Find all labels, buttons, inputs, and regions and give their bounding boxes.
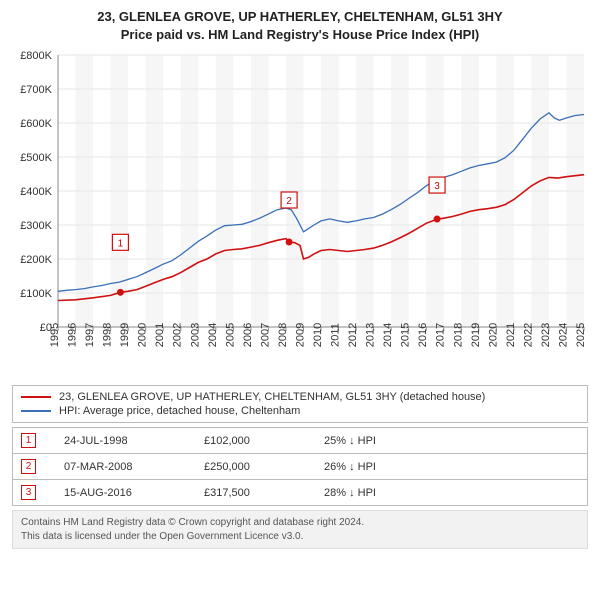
table-row: 2 07-MAR-2008 £250,000 26% ↓ HPI [13,454,587,480]
svg-text:2006: 2006 [242,323,254,347]
title-line-1: 23, GLENLEA GROVE, UP HATHERLEY, CHELTEN… [10,8,590,26]
transactions-table: 1 24-JUL-1998 £102,000 25% ↓ HPI 2 07-MA… [12,427,588,506]
svg-text:3: 3 [434,181,440,192]
svg-text:2020: 2020 [487,323,499,347]
svg-text:2005: 2005 [224,323,236,347]
svg-text:2025: 2025 [575,323,587,347]
chart-title-block: 23, GLENLEA GROVE, UP HATHERLEY, CHELTEN… [10,8,590,43]
svg-text:2013: 2013 [365,323,377,347]
svg-text:£200K: £200K [20,254,52,266]
legend-item-hpi: HPI: Average price, detached house, Chel… [21,404,579,418]
legend-swatch [21,396,51,398]
svg-text:1999: 1999 [119,323,131,347]
svg-text:1998: 1998 [102,323,114,347]
legend: 23, GLENLEA GROVE, UP HATHERLEY, CHELTEN… [12,385,588,423]
svg-text:2: 2 [286,196,292,207]
svg-text:2015: 2015 [400,323,412,347]
svg-text:2002: 2002 [172,323,184,347]
svg-text:£400K: £400K [20,186,52,198]
svg-text:£100K: £100K [20,288,52,300]
tx-price: £250,000 [204,461,324,473]
marker-badge: 3 [21,485,36,500]
price-chart: £0£100K£200K£300K£400K£500K£600K£700K£80… [10,49,590,379]
svg-text:2004: 2004 [207,323,219,347]
svg-text:2000: 2000 [137,323,149,347]
legend-item-price-paid: 23, GLENLEA GROVE, UP HATHERLEY, CHELTEN… [21,390,579,404]
svg-text:2009: 2009 [294,323,306,347]
svg-text:1: 1 [118,238,124,249]
marker-badge: 1 [21,433,36,448]
svg-text:2001: 2001 [154,323,166,347]
legend-label: 23, GLENLEA GROVE, UP HATHERLEY, CHELTEN… [59,391,485,403]
tx-date: 07-MAR-2008 [64,461,204,473]
svg-text:2019: 2019 [470,323,482,347]
svg-text:2022: 2022 [522,323,534,347]
svg-text:2018: 2018 [452,323,464,347]
tx-price: £317,500 [204,487,324,499]
title-line-2: Price paid vs. HM Land Registry's House … [10,26,590,44]
legend-swatch [21,410,51,412]
svg-text:2007: 2007 [259,323,271,347]
tx-pct: 28% ↓ HPI [324,487,579,499]
svg-text:2014: 2014 [382,323,394,347]
marker-badge: 2 [21,459,36,474]
svg-text:2023: 2023 [540,323,552,347]
tx-pct: 25% ↓ HPI [324,435,579,447]
svg-text:£600K: £600K [20,118,52,130]
chart-svg: £0£100K£200K£300K£400K£500K£600K£700K£80… [10,49,590,379]
svg-text:£500K: £500K [20,152,52,164]
table-row: 3 15-AUG-2016 £317,500 28% ↓ HPI [13,480,587,506]
tx-date: 15-AUG-2016 [64,487,204,499]
svg-text:1995: 1995 [49,323,61,347]
svg-text:£800K: £800K [20,50,52,62]
svg-text:1996: 1996 [67,323,79,347]
svg-text:2021: 2021 [505,323,517,347]
svg-text:2024: 2024 [557,323,569,347]
svg-text:1997: 1997 [84,323,96,347]
table-row: 1 24-JUL-1998 £102,000 25% ↓ HPI [13,428,587,454]
svg-text:2017: 2017 [435,323,447,347]
footer-line: This data is licensed under the Open Gov… [21,530,579,544]
svg-text:£300K: £300K [20,220,52,232]
tx-price: £102,000 [204,435,324,447]
attribution-footer: Contains HM Land Registry data © Crown c… [12,510,588,549]
svg-text:£700K: £700K [20,84,52,96]
svg-text:2016: 2016 [417,323,429,347]
svg-text:2008: 2008 [277,323,289,347]
tx-date: 24-JUL-1998 [64,435,204,447]
svg-text:2003: 2003 [189,323,201,347]
svg-text:2011: 2011 [330,323,342,347]
svg-text:2010: 2010 [312,323,324,347]
footer-line: Contains HM Land Registry data © Crown c… [21,516,579,530]
tx-pct: 26% ↓ HPI [324,461,579,473]
svg-text:2012: 2012 [347,323,359,347]
legend-label: HPI: Average price, detached house, Chel… [59,405,300,417]
